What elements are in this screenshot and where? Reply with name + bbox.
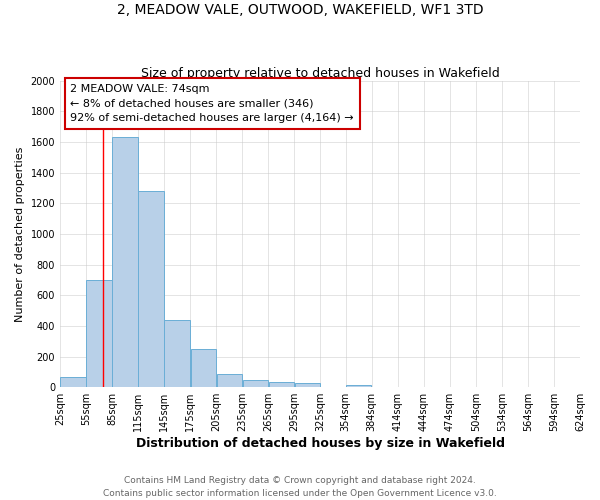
Bar xyxy=(164,320,190,387)
X-axis label: Distribution of detached houses by size in Wakefield: Distribution of detached houses by size … xyxy=(136,437,505,450)
Bar xyxy=(112,138,138,387)
Text: Contains HM Land Registry data © Crown copyright and database right 2024.
Contai: Contains HM Land Registry data © Crown c… xyxy=(103,476,497,498)
Bar xyxy=(269,382,294,387)
Bar xyxy=(191,349,216,387)
Bar xyxy=(61,377,86,387)
Y-axis label: Number of detached properties: Number of detached properties xyxy=(15,146,25,322)
Bar xyxy=(346,385,371,387)
Bar xyxy=(86,280,112,387)
Bar xyxy=(242,380,268,387)
Text: 2, MEADOW VALE, OUTWOOD, WAKEFIELD, WF1 3TD: 2, MEADOW VALE, OUTWOOD, WAKEFIELD, WF1 … xyxy=(116,2,484,16)
Text: 2 MEADOW VALE: 74sqm
← 8% of detached houses are smaller (346)
92% of semi-detac: 2 MEADOW VALE: 74sqm ← 8% of detached ho… xyxy=(70,84,354,124)
Title: Size of property relative to detached houses in Wakefield: Size of property relative to detached ho… xyxy=(140,66,499,80)
Bar xyxy=(217,374,242,387)
Bar xyxy=(295,384,320,387)
Bar xyxy=(139,191,164,387)
